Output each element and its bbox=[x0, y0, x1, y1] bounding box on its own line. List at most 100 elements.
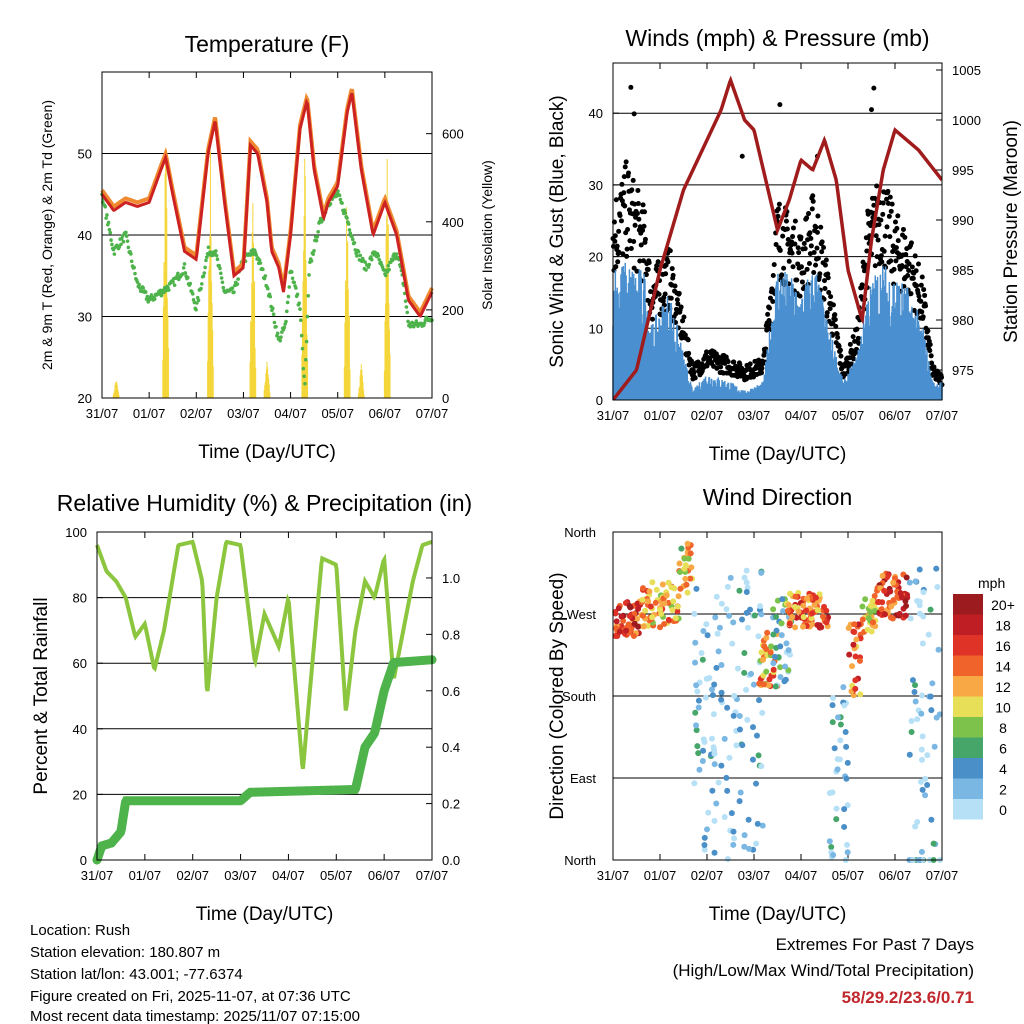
direction-point bbox=[911, 688, 918, 695]
dewpoint-point bbox=[171, 280, 175, 284]
dewpoint-point bbox=[190, 292, 195, 296]
direction-point bbox=[639, 596, 646, 603]
direction-point bbox=[737, 789, 744, 796]
gust-point bbox=[798, 264, 804, 270]
direction-point bbox=[836, 756, 843, 763]
gust-point bbox=[797, 293, 803, 299]
direction-point bbox=[695, 697, 702, 704]
gust-point bbox=[801, 241, 807, 247]
direction-point bbox=[756, 680, 763, 687]
direction-point bbox=[888, 603, 895, 610]
gust-point bbox=[783, 218, 789, 224]
legend-swatch bbox=[953, 635, 983, 656]
direction-point bbox=[726, 754, 733, 761]
direction-point bbox=[701, 834, 708, 841]
direction-point bbox=[918, 710, 925, 717]
legend-swatch bbox=[953, 737, 983, 758]
direction-point bbox=[766, 676, 773, 683]
direction-point bbox=[770, 631, 777, 638]
gust-point bbox=[921, 287, 927, 293]
dewpoint-point bbox=[274, 324, 278, 329]
gust-point bbox=[880, 211, 886, 217]
gust-point bbox=[871, 85, 877, 91]
gust-point bbox=[922, 292, 928, 298]
gust-point bbox=[855, 335, 861, 341]
gust-point bbox=[640, 202, 646, 208]
gust-point bbox=[882, 233, 888, 239]
direction-point bbox=[615, 605, 622, 612]
dewpoint-point bbox=[387, 267, 391, 272]
direction-point bbox=[846, 651, 853, 658]
x-axis-label: Time (Day/UTC) bbox=[198, 442, 336, 463]
y-tick-label: 20 bbox=[78, 391, 92, 406]
dewpoint-point bbox=[302, 374, 306, 379]
direction-point bbox=[811, 601, 818, 608]
dewpoint-point bbox=[348, 231, 353, 236]
gust-point bbox=[692, 375, 698, 381]
direction-point bbox=[785, 607, 792, 614]
direction-point bbox=[645, 598, 652, 605]
x-tick-label: 06/07 bbox=[369, 406, 402, 421]
direction-point bbox=[792, 624, 799, 631]
direction-point bbox=[640, 623, 647, 630]
direction-point bbox=[736, 798, 743, 805]
direction-point bbox=[710, 744, 717, 751]
direction-point bbox=[744, 716, 751, 723]
dewpoint-point bbox=[195, 301, 199, 305]
direction-point bbox=[743, 567, 750, 574]
direction-point bbox=[907, 615, 914, 622]
dewpoint-point bbox=[403, 299, 408, 303]
direction-point bbox=[681, 555, 688, 562]
direction-point bbox=[906, 751, 913, 758]
direction-point bbox=[741, 669, 748, 676]
gust-point bbox=[614, 243, 620, 249]
direction-point bbox=[928, 816, 935, 823]
dewpoint-point bbox=[306, 293, 311, 298]
gust-point bbox=[807, 251, 813, 257]
gust-point bbox=[910, 275, 916, 281]
gust-point bbox=[739, 153, 745, 159]
dewpoint-point bbox=[181, 266, 186, 270]
direction-point bbox=[757, 603, 764, 610]
gust-point bbox=[649, 316, 655, 322]
dewpoint-point bbox=[286, 294, 291, 299]
direction-point bbox=[927, 606, 934, 613]
gust-point bbox=[654, 263, 660, 269]
direction-point bbox=[759, 709, 766, 716]
direction-point bbox=[835, 714, 842, 721]
direction-point bbox=[843, 775, 850, 782]
gust-point bbox=[625, 226, 631, 232]
gust-point bbox=[806, 261, 812, 267]
y-right-tick-label: 985 bbox=[952, 263, 974, 278]
direction-point bbox=[674, 608, 681, 615]
direction-point bbox=[759, 822, 766, 829]
direction-point bbox=[711, 750, 718, 757]
direction-point bbox=[928, 707, 935, 714]
direction-point bbox=[699, 656, 706, 663]
direction-point bbox=[699, 757, 706, 764]
direction-point bbox=[669, 607, 676, 614]
info-recent: Most recent data timestamp: 2025/11/07 0… bbox=[30, 1008, 360, 1024]
direction-point bbox=[834, 766, 841, 773]
gust-point bbox=[911, 307, 917, 313]
direction-point bbox=[777, 643, 784, 650]
direction-point bbox=[919, 756, 926, 763]
direction-point bbox=[683, 581, 690, 588]
gust-point bbox=[908, 240, 914, 246]
direction-point bbox=[777, 674, 784, 681]
gust-point bbox=[725, 359, 731, 365]
gust-point bbox=[894, 225, 900, 231]
gust-point bbox=[632, 201, 638, 207]
direction-point bbox=[871, 592, 878, 599]
direction-point bbox=[890, 597, 897, 604]
gust-point bbox=[648, 289, 654, 295]
direction-point bbox=[709, 692, 716, 699]
direction-point bbox=[694, 743, 701, 750]
temperature-2m-line bbox=[100, 92, 434, 318]
direction-point bbox=[711, 817, 718, 824]
direction-point bbox=[770, 660, 777, 667]
dewpoint-point bbox=[311, 252, 316, 256]
gust-point bbox=[859, 282, 865, 288]
dewpoint-point bbox=[356, 249, 361, 254]
gust-point bbox=[895, 213, 901, 219]
